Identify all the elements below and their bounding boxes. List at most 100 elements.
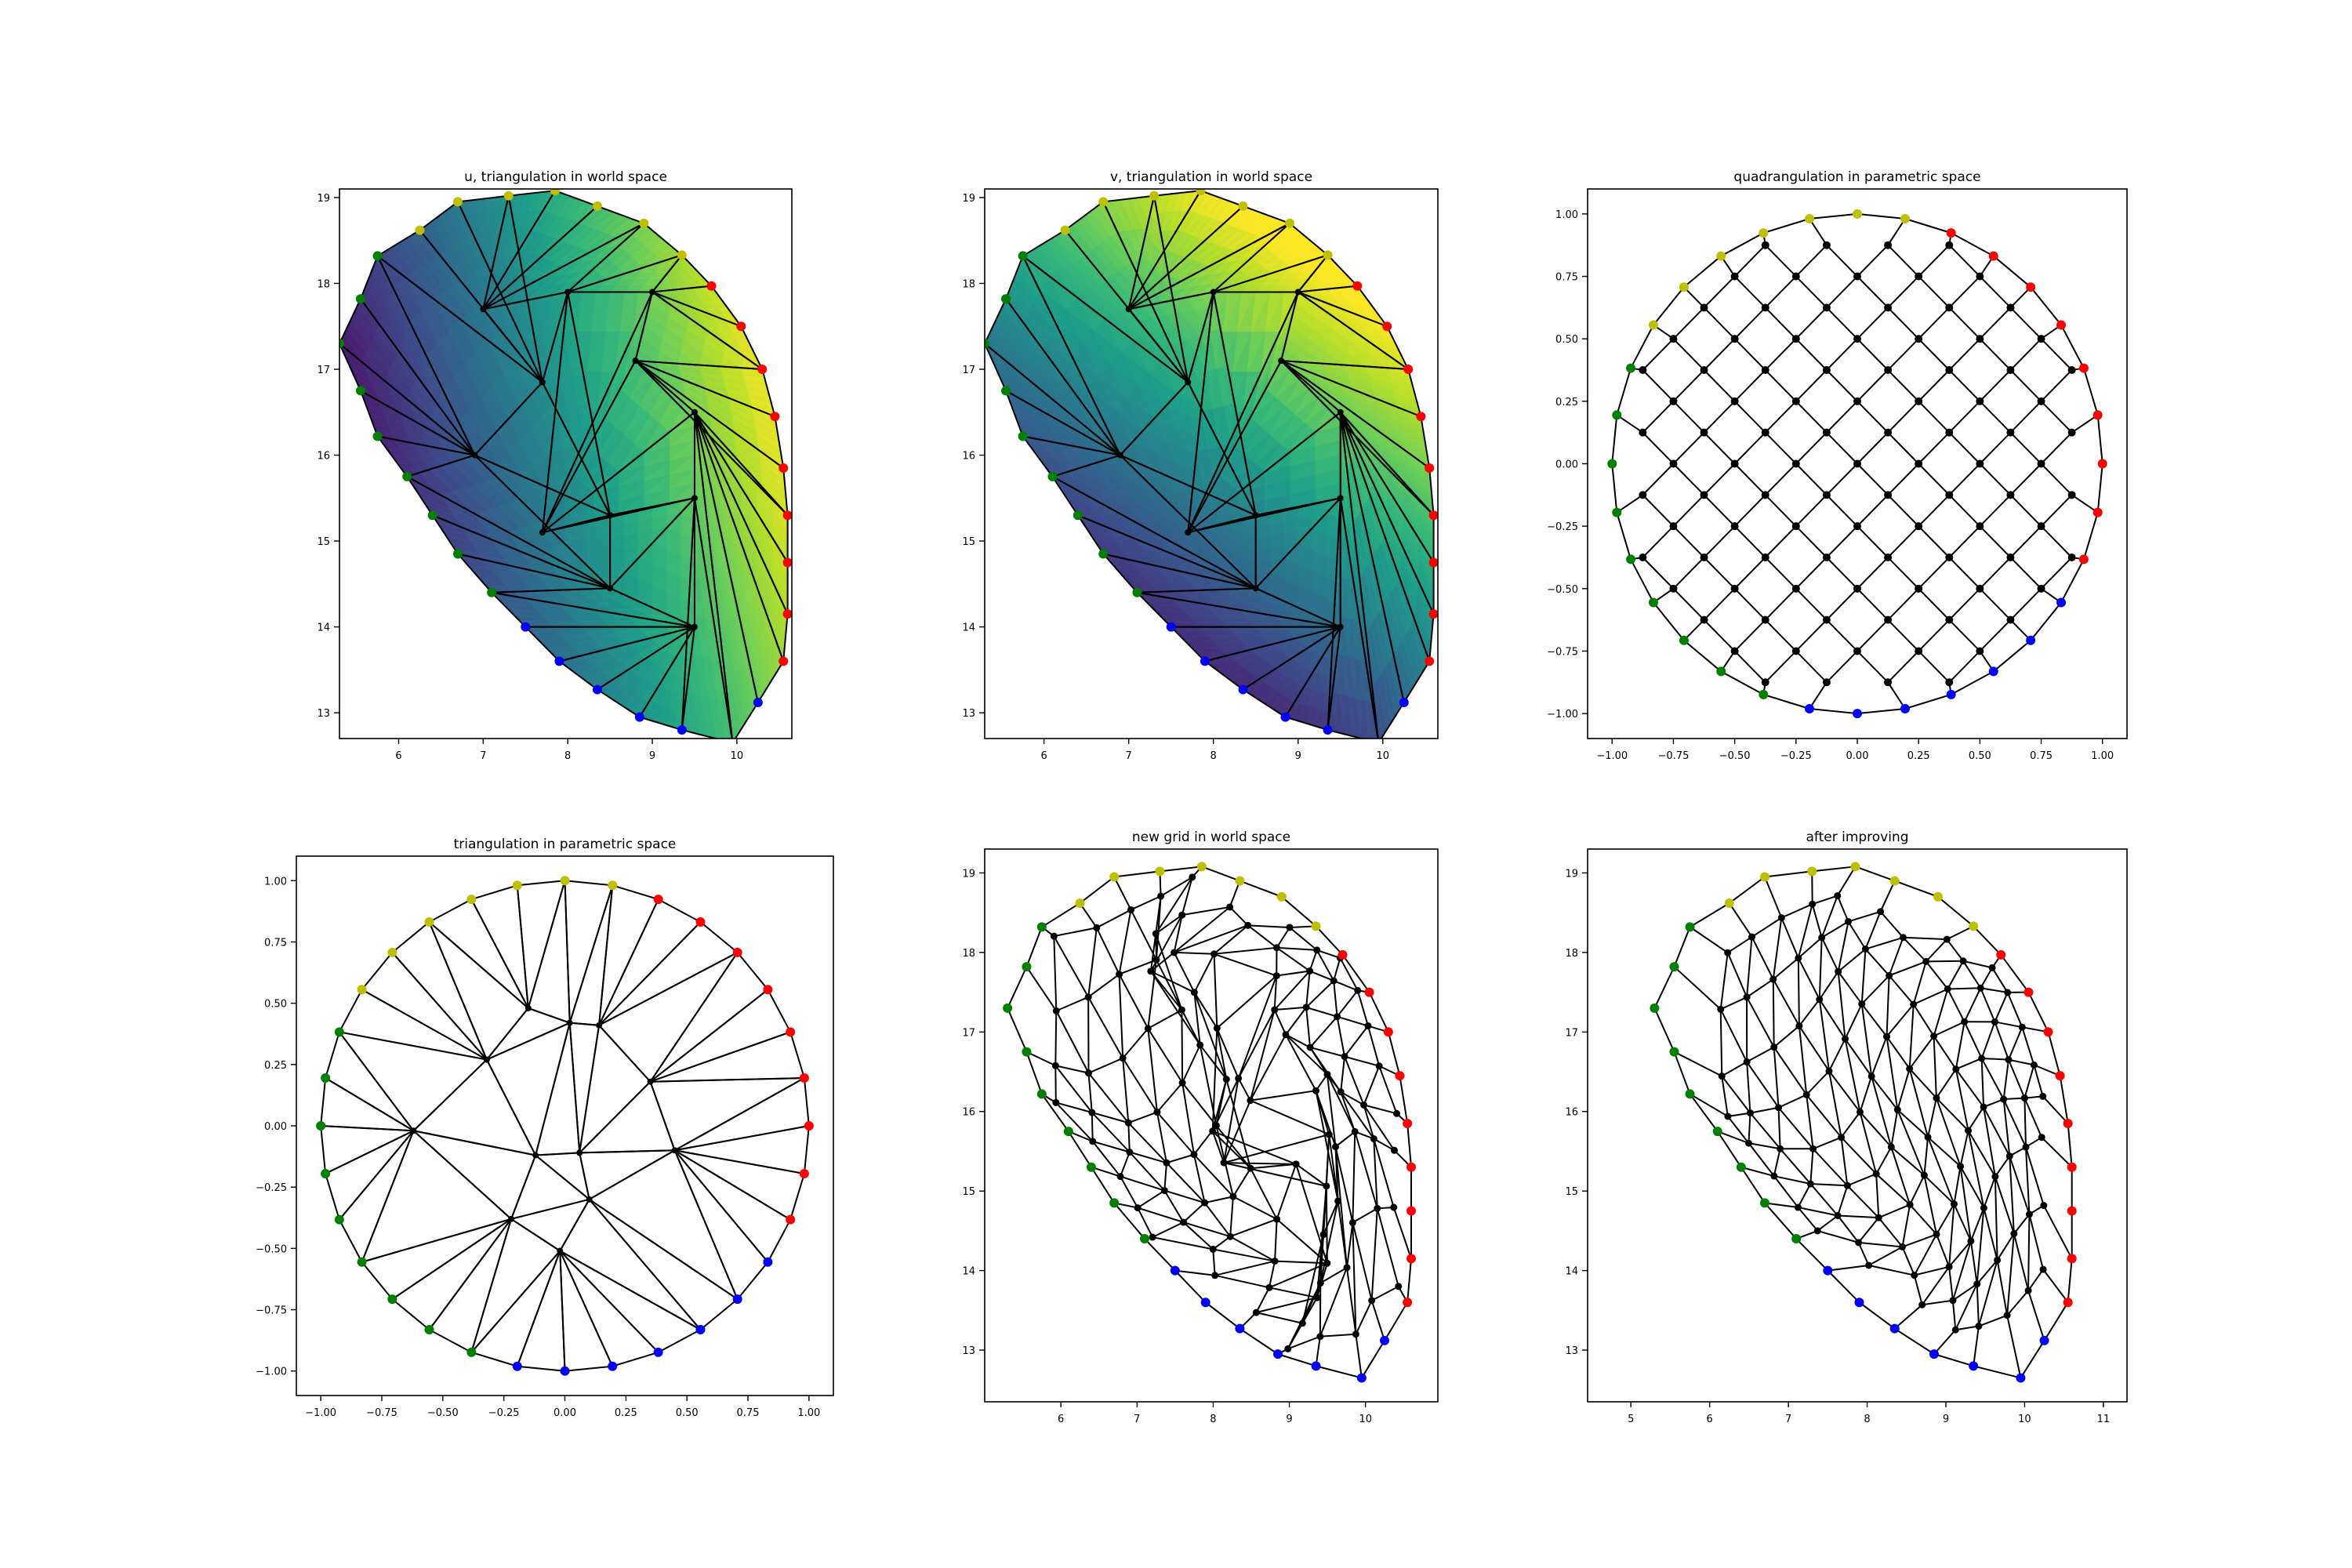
mesh-edge xyxy=(658,898,701,923)
mesh-edge xyxy=(360,256,379,299)
mesh-edge xyxy=(1826,525,1858,558)
mesh-edge xyxy=(2040,401,2073,434)
mesh-edge xyxy=(782,467,789,516)
grid-node xyxy=(1853,459,1861,468)
mesh-edge xyxy=(1826,275,1858,309)
y-tick-label: 0.25 xyxy=(264,1060,287,1072)
grid-node xyxy=(2006,428,2015,437)
boundary-node xyxy=(1098,197,1109,207)
mesh-edge xyxy=(1255,587,1341,628)
mesh-edge xyxy=(1212,292,1257,516)
mesh-edge xyxy=(338,1219,363,1263)
mesh-edge xyxy=(1403,660,1431,703)
mesh-edge xyxy=(1809,708,1858,715)
grid-node xyxy=(1853,397,1861,405)
mesh-edge xyxy=(1887,463,1919,496)
interior-node xyxy=(564,289,572,296)
y-tick-label: 19 xyxy=(962,193,975,205)
mesh-edge xyxy=(1887,431,1919,465)
mesh-edge xyxy=(1672,463,1705,496)
mesh-edge xyxy=(1703,557,1736,590)
y-tick-label: −1.00 xyxy=(1547,709,1578,720)
mesh-edge xyxy=(474,381,543,456)
boundary-node xyxy=(2092,507,2103,517)
mesh-edge xyxy=(485,1059,537,1156)
mesh-edge xyxy=(559,1250,566,1371)
mesh-edge xyxy=(1289,223,1329,256)
y-tick-label: 0.50 xyxy=(1555,334,1578,346)
grid-node xyxy=(1700,303,1708,312)
boundary-node xyxy=(1716,251,1726,261)
mesh-edge xyxy=(1285,716,1328,731)
boundary-node xyxy=(1284,218,1294,228)
grid-node xyxy=(1669,584,1678,593)
mesh-edge xyxy=(325,1032,340,1079)
mesh-edge xyxy=(767,989,792,1033)
grid-node xyxy=(1761,366,1769,375)
mesh-edge xyxy=(564,1365,613,1372)
boundary-node xyxy=(695,1325,706,1335)
mesh-edge xyxy=(1795,650,1828,684)
mesh-edge xyxy=(643,223,683,256)
mesh-edge xyxy=(652,291,763,370)
mesh-edge xyxy=(734,702,759,739)
mesh-edge xyxy=(1887,650,1919,684)
mesh-edge xyxy=(510,1218,561,1252)
mesh-edge xyxy=(1918,244,1950,278)
mesh-edge xyxy=(1642,369,1675,402)
mesh-edge xyxy=(1339,412,1405,703)
mesh-edge xyxy=(524,626,561,662)
mesh-edge xyxy=(2009,525,2042,558)
mesh-edge xyxy=(1918,494,1950,527)
grid-node xyxy=(1822,491,1831,499)
mesh-edge xyxy=(1826,338,1858,371)
x-tick-label: 0.25 xyxy=(615,1407,637,1419)
grid-node xyxy=(1639,428,1647,437)
mesh-edge xyxy=(1887,525,1919,558)
mesh-edge xyxy=(1857,494,1889,527)
mesh-edge xyxy=(1327,254,1359,287)
grid-node xyxy=(1915,335,1923,343)
boundary-node xyxy=(1098,549,1109,559)
mesh-edge xyxy=(1672,588,1705,621)
boundary-node xyxy=(1804,213,1814,223)
mesh-edge xyxy=(1051,476,1257,590)
interior-node xyxy=(1337,495,1344,502)
mesh-edge xyxy=(559,1199,590,1251)
grid-node xyxy=(1791,335,1800,343)
boundary-node xyxy=(2092,410,2103,420)
mesh-edge xyxy=(1795,338,1828,371)
boundary-node xyxy=(334,1214,344,1225)
interior-node xyxy=(691,623,698,630)
mesh-edge xyxy=(1948,463,1981,496)
mesh-edge xyxy=(492,587,611,593)
interior-node xyxy=(566,1019,573,1026)
grid-node xyxy=(1791,397,1800,405)
boundary-node xyxy=(1132,587,1142,597)
mesh-edge xyxy=(470,898,529,1009)
mesh-edge xyxy=(1703,275,1736,309)
boundary-node xyxy=(1323,725,1333,735)
panel-title: v, triangulation in world space xyxy=(1110,169,1312,185)
mesh-edge xyxy=(2009,431,2042,465)
mesh-edge xyxy=(2040,525,2073,558)
grid-node xyxy=(1761,428,1769,437)
mesh-edge xyxy=(1120,381,1189,456)
mesh-edge xyxy=(639,716,683,731)
mesh-edge xyxy=(391,1218,512,1300)
grid-node xyxy=(1822,366,1831,375)
mesh-edge xyxy=(1327,626,1341,731)
mesh-edge xyxy=(1733,650,1766,684)
y-tick-label: 15 xyxy=(962,536,975,548)
grid-node xyxy=(1669,522,1678,531)
mesh-edge xyxy=(634,292,654,361)
mesh-edge xyxy=(1683,286,1705,309)
mesh-edge xyxy=(1857,275,1889,309)
boundary-node xyxy=(1626,554,1636,564)
boundary-node xyxy=(321,1073,331,1083)
mesh-edge xyxy=(1153,190,1201,197)
y-tick-label: 16 xyxy=(962,451,975,463)
mesh-edge xyxy=(1120,454,1257,517)
y-tick-label: 18 xyxy=(317,278,330,290)
